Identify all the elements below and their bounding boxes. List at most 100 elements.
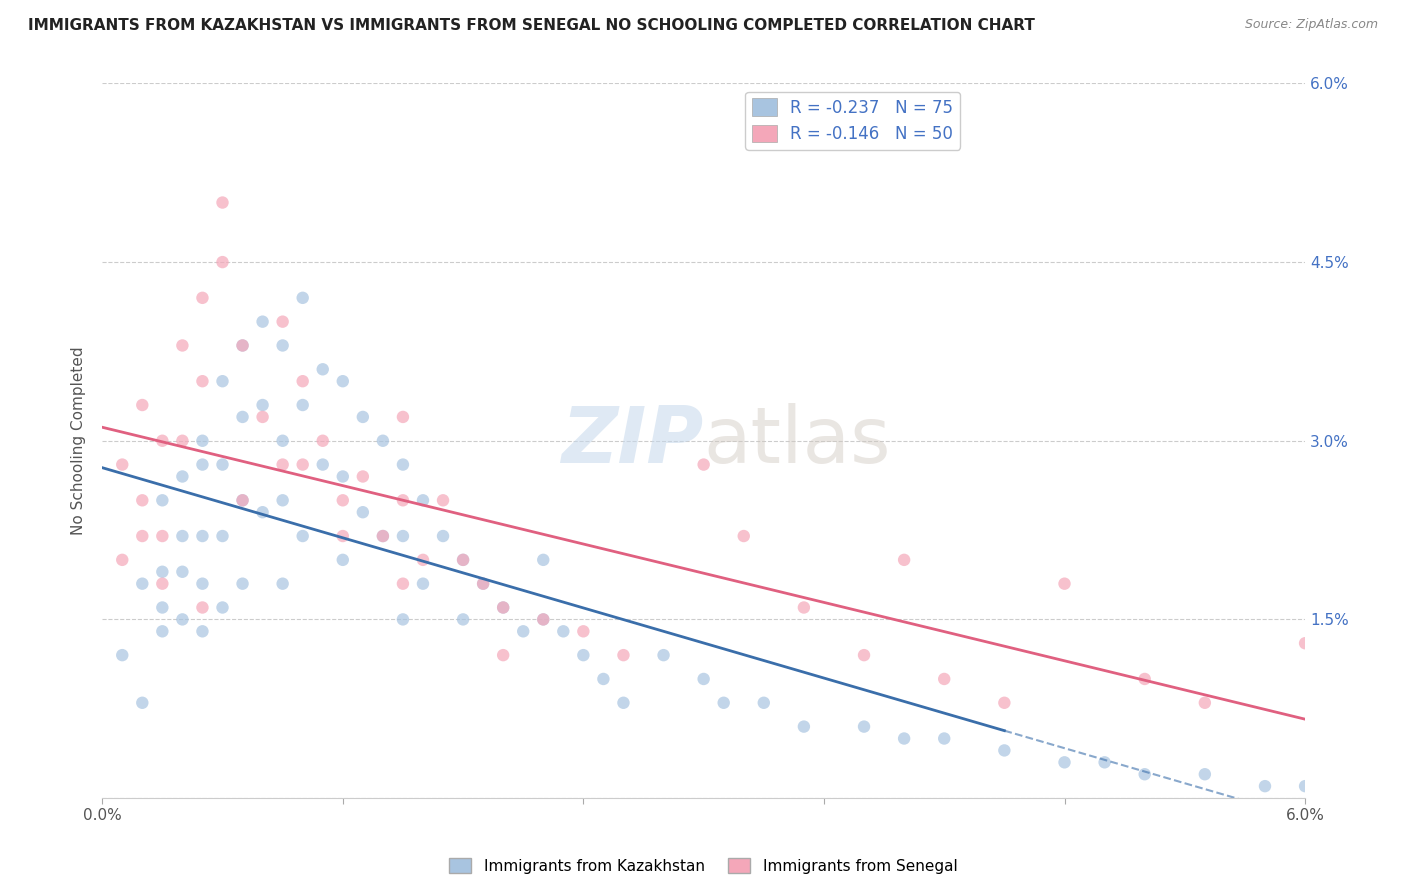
Point: [432, 529, 454, 543]
Point: [612, 648, 634, 662]
Point: [312, 434, 335, 448]
Point: [853, 648, 876, 662]
Point: [1094, 756, 1116, 770]
Point: [232, 338, 254, 352]
Text: Source: ZipAtlas.com: Source: ZipAtlas.com: [1244, 18, 1378, 31]
Point: [271, 434, 294, 448]
Point: [572, 624, 595, 639]
Point: [150, 434, 173, 448]
Point: [211, 374, 233, 388]
Point: [392, 409, 415, 424]
Point: [412, 576, 434, 591]
Point: [252, 409, 274, 424]
Point: [172, 338, 194, 352]
Point: [191, 624, 214, 639]
Point: [993, 743, 1015, 757]
Point: [332, 469, 354, 483]
Point: [451, 612, 474, 626]
Point: [853, 720, 876, 734]
Point: [111, 458, 134, 472]
Text: ZIP: ZIP: [561, 403, 703, 479]
Text: atlas: atlas: [703, 403, 891, 479]
Point: [271, 338, 294, 352]
Point: [553, 624, 575, 639]
Point: [172, 469, 194, 483]
Point: [150, 624, 173, 639]
Point: [1254, 779, 1277, 793]
Point: [592, 672, 614, 686]
Point: [531, 612, 554, 626]
Point: [352, 505, 374, 519]
Point: [332, 493, 354, 508]
Point: [191, 576, 214, 591]
Point: [191, 600, 214, 615]
Point: [893, 731, 915, 746]
Point: [752, 696, 775, 710]
Point: [1194, 696, 1216, 710]
Point: [352, 469, 374, 483]
Point: [612, 696, 634, 710]
Point: [492, 600, 515, 615]
Point: [131, 493, 153, 508]
Point: [512, 624, 534, 639]
Point: [371, 434, 394, 448]
Y-axis label: No Schooling Completed: No Schooling Completed: [72, 346, 86, 535]
Point: [1053, 756, 1076, 770]
Point: [131, 529, 153, 543]
Point: [252, 315, 274, 329]
Point: [1133, 672, 1156, 686]
Point: [371, 529, 394, 543]
Point: [150, 565, 173, 579]
Text: IMMIGRANTS FROM KAZAKHSTAN VS IMMIGRANTS FROM SENEGAL NO SCHOOLING COMPLETED COR: IMMIGRANTS FROM KAZAKHSTAN VS IMMIGRANTS…: [28, 18, 1035, 33]
Point: [271, 315, 294, 329]
Point: [371, 529, 394, 543]
Point: [191, 374, 214, 388]
Point: [191, 291, 214, 305]
Point: [392, 576, 415, 591]
Point: [131, 576, 153, 591]
Point: [172, 565, 194, 579]
Point: [291, 458, 314, 472]
Point: [492, 648, 515, 662]
Point: [191, 434, 214, 448]
Point: [392, 458, 415, 472]
Point: [150, 600, 173, 615]
Point: [150, 493, 173, 508]
Point: [934, 731, 956, 746]
Point: [492, 600, 515, 615]
Point: [252, 505, 274, 519]
Point: [111, 553, 134, 567]
Point: [332, 529, 354, 543]
Point: [150, 576, 173, 591]
Point: [392, 529, 415, 543]
Point: [271, 493, 294, 508]
Point: [232, 493, 254, 508]
Point: [692, 458, 714, 472]
Point: [1133, 767, 1156, 781]
Point: [131, 696, 153, 710]
Point: [451, 553, 474, 567]
Point: [271, 576, 294, 591]
Point: [211, 195, 233, 210]
Point: [412, 553, 434, 567]
Point: [211, 458, 233, 472]
Point: [793, 600, 815, 615]
Point: [472, 576, 495, 591]
Point: [232, 576, 254, 591]
Point: [191, 458, 214, 472]
Point: [531, 553, 554, 567]
Point: [291, 374, 314, 388]
Point: [150, 529, 173, 543]
Point: [312, 362, 335, 376]
Point: [271, 458, 294, 472]
Point: [934, 672, 956, 686]
Point: [131, 398, 153, 412]
Point: [211, 600, 233, 615]
Point: [211, 255, 233, 269]
Point: [531, 612, 554, 626]
Point: [572, 648, 595, 662]
Point: [993, 696, 1015, 710]
Point: [291, 291, 314, 305]
Point: [1053, 576, 1076, 591]
Point: [211, 529, 233, 543]
